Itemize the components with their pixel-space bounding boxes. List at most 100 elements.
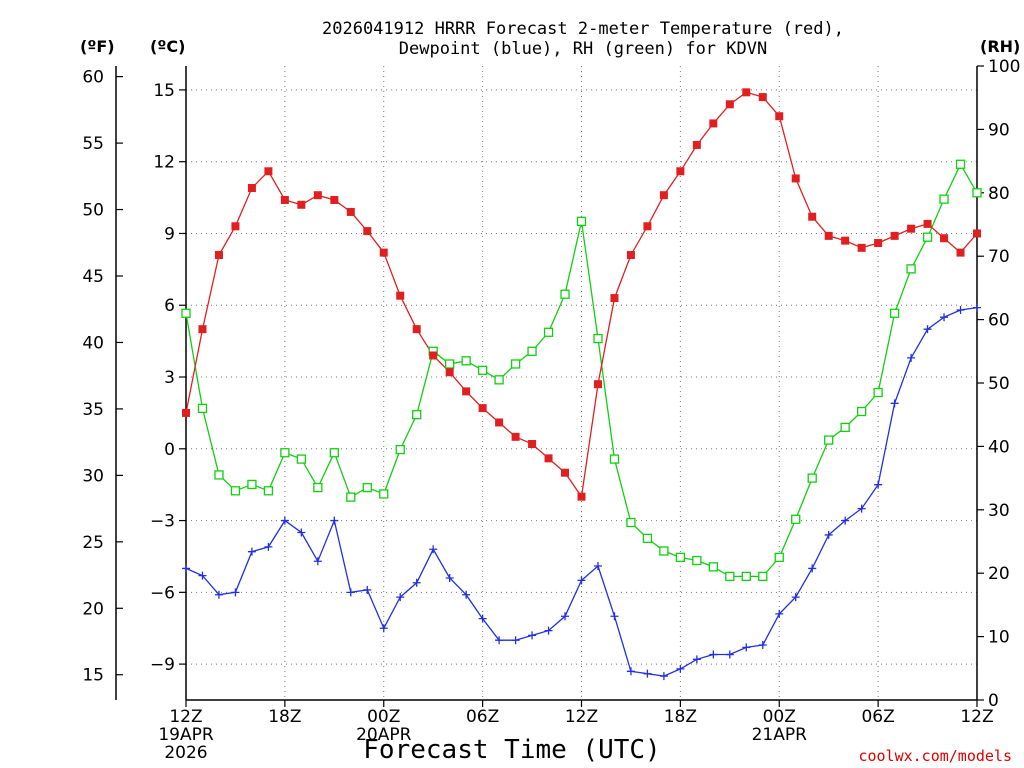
dewpoint-point — [528, 631, 537, 640]
temperature-point — [676, 167, 685, 176]
temperature-point — [214, 251, 223, 260]
time-tick-label: 2026 — [164, 743, 207, 763]
rh-tick-label: 70 — [988, 247, 1010, 267]
fahrenheit-tick-label: 15 — [82, 666, 104, 686]
temperature-point — [808, 212, 817, 221]
dewpoint-point — [940, 313, 949, 322]
dewpoint-point — [742, 643, 751, 652]
rh-point — [477, 365, 488, 375]
dewpoint-point — [379, 624, 388, 633]
rh-point — [758, 571, 768, 582]
rh-point — [840, 422, 850, 433]
celsius-tick-label: −3 — [150, 512, 175, 532]
temperature-point — [379, 248, 388, 257]
rh-point — [972, 188, 982, 198]
temperature-point — [956, 248, 965, 257]
dewpoint-point — [907, 353, 916, 362]
time-tick-label: 12Z — [565, 707, 598, 727]
temperature-point — [973, 229, 981, 238]
time-tick-label: 18Z — [664, 707, 697, 727]
temperature-point — [412, 325, 421, 334]
temperature-point — [264, 167, 273, 176]
time-tick-label: 06Z — [861, 707, 894, 727]
fahrenheit-tick-label: 20 — [82, 599, 104, 619]
celsius-tick-label: 6 — [164, 296, 175, 316]
dewpoint-point — [709, 650, 718, 659]
credit-label: coolwx.com/models — [858, 747, 1012, 765]
fahrenheit-tick-label: 45 — [82, 267, 104, 287]
dewpoint-point — [495, 636, 504, 645]
dewpoint-point — [182, 564, 190, 573]
rh-tick-label: 90 — [988, 120, 1010, 140]
dewpoint-point — [280, 516, 289, 525]
rh-point — [461, 356, 471, 366]
temperature-point — [725, 100, 734, 109]
temperature-point — [445, 368, 454, 377]
rh-point — [412, 410, 422, 420]
fahrenheit-tick-label: 55 — [82, 134, 104, 154]
rh-point — [395, 444, 405, 455]
dewpoint-point — [445, 573, 454, 582]
dewpoint-point — [857, 504, 866, 513]
rh-point — [856, 406, 867, 417]
temperature-point — [182, 408, 190, 417]
temperature-point — [890, 231, 899, 240]
temperature-point — [593, 380, 602, 389]
temperature-point — [462, 387, 471, 396]
rh-point — [362, 482, 372, 493]
temperature-point — [313, 191, 322, 200]
temperature-point — [923, 219, 932, 228]
rh-tick-label: 80 — [988, 184, 1010, 204]
rh-point — [445, 359, 455, 369]
dewpoint-point — [758, 640, 767, 649]
dewpoint-point — [429, 545, 438, 554]
fahrenheit-tick-label: 30 — [82, 466, 104, 486]
rh-tick-label: 10 — [988, 628, 1010, 648]
rh-point — [543, 327, 554, 337]
time-tick-label: 19APR — [158, 725, 214, 745]
temperature-point — [280, 195, 289, 204]
rh-tick-label: 40 — [988, 437, 1010, 457]
time-tick-label: 12Z — [960, 707, 993, 727]
rh-point — [642, 533, 653, 543]
dewpoint-point — [956, 306, 965, 315]
tick-labels: 15129630−3−6−960555045403530252015100908… — [82, 57, 1020, 763]
time-tick-label: 06Z — [466, 707, 499, 727]
dewpoint-point — [973, 303, 981, 312]
rh-point — [939, 194, 949, 204]
celsius-tick-label: 12 — [153, 153, 175, 173]
temperature-point — [692, 140, 701, 149]
rh-point — [280, 448, 290, 458]
rh-point — [725, 571, 735, 582]
time-tick-label: 00Z — [367, 707, 400, 727]
rh-point — [346, 492, 356, 502]
rh-point — [313, 482, 323, 493]
rh-point — [626, 517, 636, 528]
temperature-point — [561, 468, 570, 477]
rh-point — [329, 448, 339, 458]
temperature-point — [626, 251, 635, 260]
fahrenheit-tick-label: 40 — [82, 333, 104, 353]
rh-point — [510, 359, 521, 369]
celsius-tick-label: 15 — [153, 81, 175, 101]
rh-tick-label: 60 — [988, 311, 1010, 331]
dewpoint-point — [396, 593, 405, 602]
fahrenheit-tick-label: 60 — [82, 68, 104, 88]
temperature-point — [198, 325, 207, 334]
time-tick-label: 18Z — [268, 707, 301, 727]
dewpoint-point — [511, 636, 520, 645]
rh-tick-label: 50 — [988, 374, 1010, 394]
dewpoint-point — [346, 588, 355, 597]
temperature-point — [791, 174, 800, 183]
dewpoint-point — [577, 576, 586, 585]
dewpoint-point — [659, 672, 668, 681]
dewpoint-point — [692, 655, 701, 664]
rh-point — [197, 403, 208, 414]
dewpoint-point — [313, 557, 322, 566]
dewpoint-point — [247, 547, 256, 556]
rh-point — [593, 333, 603, 344]
dewpoint-point — [791, 593, 800, 602]
celsius-tick-label: 0 — [164, 440, 175, 460]
temperature-point — [544, 454, 553, 463]
